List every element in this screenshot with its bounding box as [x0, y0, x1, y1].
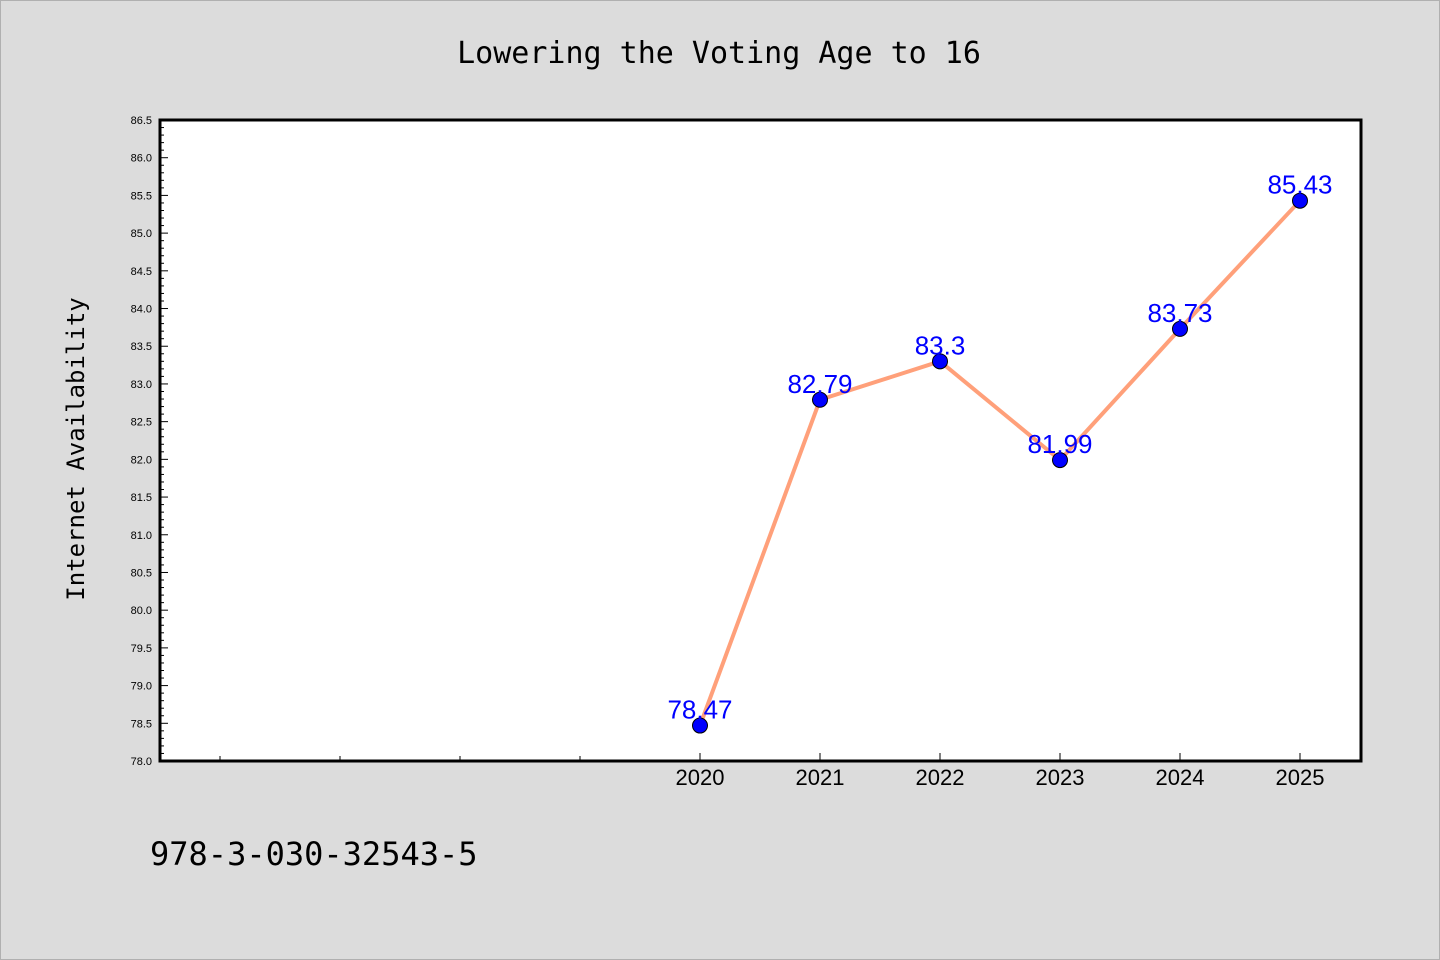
- y-tick-label: 86.5: [131, 115, 152, 127]
- data-label: 83.3: [915, 330, 966, 360]
- y-tick-label: 82.5: [131, 417, 152, 429]
- data-label: 85.43: [1267, 170, 1332, 200]
- series-line: [698, 198, 1302, 728]
- series-line-group: 78.47 82.79 83.3 81.99 83.73 85.43: [667, 170, 1333, 734]
- y-tick-label: 80.5: [131, 567, 152, 579]
- y-tick-label: 84.0: [131, 304, 152, 316]
- y-axis-label: Internet Availability: [62, 297, 90, 600]
- data-point: [1052, 452, 1068, 469]
- data-point: [932, 353, 948, 370]
- y-tick-label: 83.0: [131, 379, 152, 391]
- y-tick-label: 79.5: [131, 643, 152, 655]
- y-tick-label: 78.0: [131, 756, 152, 768]
- y-tick-label: 83.5: [131, 341, 152, 353]
- x-tick-label: 2021: [796, 765, 845, 790]
- y-tick-label: 82.0: [131, 454, 152, 466]
- x-tick-label: 2023: [1036, 765, 1085, 790]
- chart-title: Lowering the Voting Age to 16: [457, 36, 981, 71]
- x-tick-label: 2024: [1156, 765, 1205, 790]
- data-label: 81.99: [1027, 429, 1092, 459]
- data-label: 83.73: [1147, 298, 1212, 328]
- plot-area: [160, 120, 1361, 761]
- data-label: 82.79: [787, 369, 852, 399]
- y-tick-label: 85.0: [131, 228, 152, 240]
- data-point: [692, 717, 708, 734]
- y-tick-label: 81.5: [131, 492, 152, 504]
- y-tick-label: 78.5: [131, 718, 152, 730]
- y-tick-label: 79.0: [131, 681, 152, 693]
- y-tick-label: 80.0: [131, 605, 152, 617]
- data-point: [1172, 320, 1188, 337]
- x-tick-label: 2022: [916, 765, 965, 790]
- x-tick-label: 2025: [1276, 765, 1325, 790]
- x-tick-label: 2020: [676, 765, 725, 790]
- data-point: [1292, 192, 1308, 209]
- plot-frame: [158, 118, 1363, 763]
- y-tick-label: 86.0: [131, 153, 152, 165]
- y-tick-label: 81.0: [131, 530, 152, 542]
- x-axis: 2020 2021 2022 2023 2024 2025: [219, 753, 1325, 790]
- footer-isbn: 978-3-030-32543-5: [150, 835, 478, 873]
- data-point: [812, 391, 828, 408]
- data-label: 78.47: [667, 695, 732, 725]
- y-tick-label: 84.5: [131, 266, 152, 278]
- y-tick-label: 85.5: [131, 190, 152, 202]
